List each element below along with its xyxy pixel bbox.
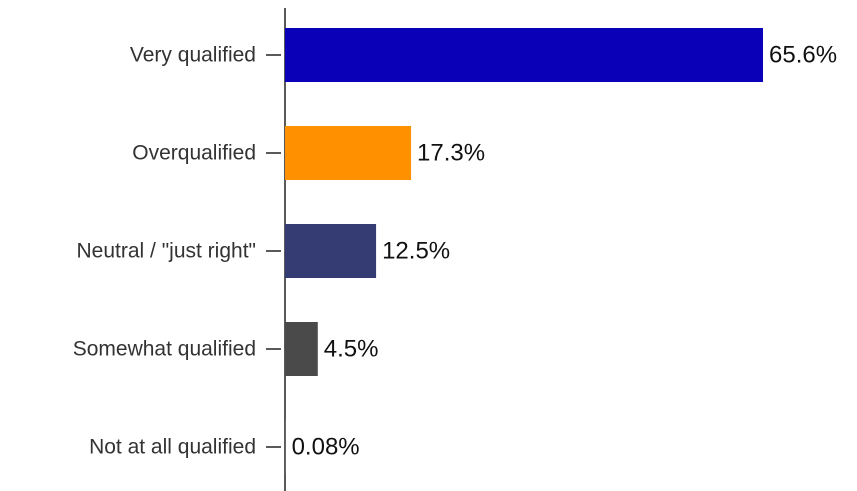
value-label: 0.08% [292, 433, 360, 460]
bar [285, 420, 286, 474]
bar [285, 322, 318, 376]
value-label: 17.3% [417, 139, 485, 166]
bar [285, 28, 763, 82]
value-label: 4.5% [324, 335, 379, 362]
bar [285, 126, 412, 180]
category-label: Somewhat qualified [73, 338, 256, 361]
category-label: Overqualified [132, 142, 256, 165]
value-label: 65.6% [769, 41, 837, 68]
category-label: Not at all qualified [89, 436, 256, 459]
value-label: 12.5% [382, 237, 450, 264]
category-label: Neutral / "just right" [77, 240, 256, 263]
bar [285, 224, 377, 278]
category-label: Very qualified [130, 44, 256, 67]
